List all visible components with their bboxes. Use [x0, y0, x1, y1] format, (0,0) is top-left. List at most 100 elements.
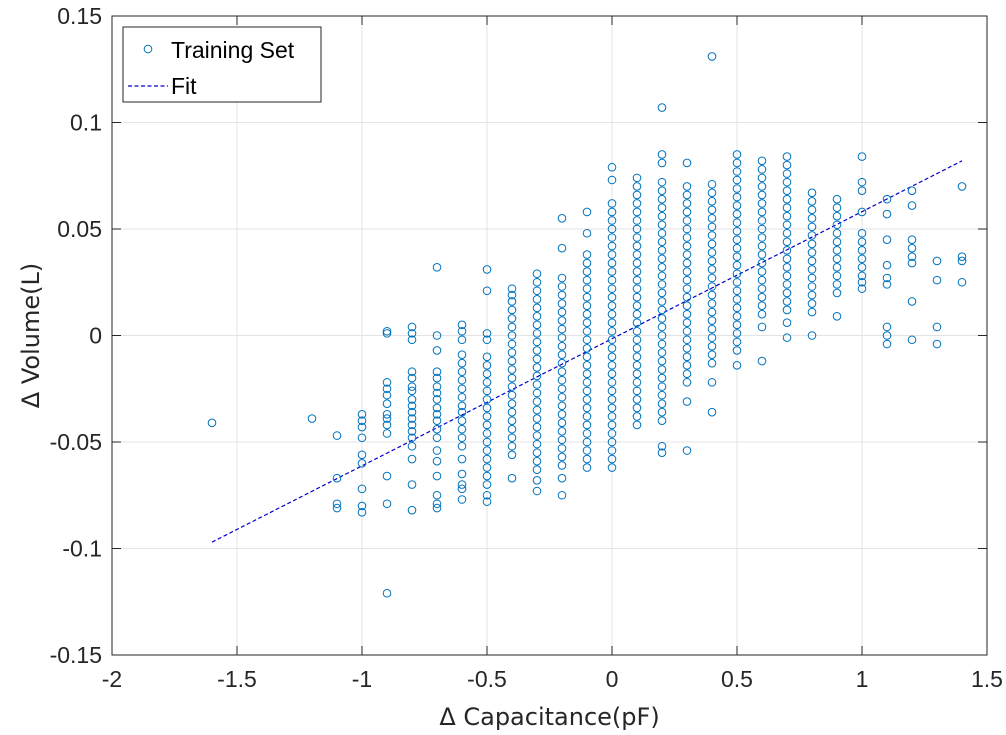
scatter-point — [557, 316, 567, 325]
scatter-point — [632, 190, 642, 200]
scatter-point — [582, 250, 592, 259]
y-tick-label: 0.05 — [57, 216, 102, 242]
scatter-point — [507, 473, 517, 483]
scatter-point — [582, 207, 592, 217]
scatter-point — [757, 173, 767, 183]
scatter-point — [707, 205, 717, 215]
scatter-point — [482, 490, 492, 500]
scatter-point — [807, 239, 817, 249]
scatter-point — [607, 429, 617, 438]
scatter-point — [657, 211, 667, 221]
scatter-point — [757, 216, 767, 225]
scatter-point — [557, 214, 567, 223]
scatter-point — [432, 388, 442, 398]
x-tick-label: 0 — [606, 666, 619, 692]
scatter-point — [782, 194, 792, 204]
scatter-point — [657, 220, 667, 230]
scatter-point — [482, 412, 492, 421]
scatter-point — [507, 339, 517, 349]
scatter-point — [582, 403, 592, 413]
scatter-point — [507, 331, 517, 340]
scatter-point — [707, 282, 717, 291]
scatter-point — [707, 265, 717, 274]
scatter-point — [532, 465, 542, 474]
scatter-point — [607, 258, 617, 268]
scatter-point — [582, 412, 592, 421]
scatter-point — [732, 167, 742, 176]
scatter-point — [432, 403, 442, 413]
scatter-point — [757, 292, 767, 302]
scatter-point — [807, 282, 817, 291]
scatter-point — [457, 407, 467, 417]
scatter-point — [757, 250, 767, 259]
scatter-point — [407, 329, 417, 338]
scatter-point — [607, 412, 617, 421]
scatter-point — [407, 322, 417, 332]
scatter-point — [482, 437, 492, 447]
scatter-point — [382, 384, 392, 394]
scatter-point — [482, 335, 492, 345]
scatter-point — [657, 254, 667, 264]
scatter-point — [582, 454, 592, 464]
scatter-point — [582, 228, 592, 238]
scatter-point — [707, 231, 717, 240]
scatter-point — [857, 277, 867, 287]
scatter-point — [607, 369, 617, 379]
scatter-point — [907, 243, 917, 253]
scatter-point — [532, 337, 542, 347]
scatter-point — [582, 292, 592, 302]
scatter-point — [557, 384, 567, 394]
scatter-point — [432, 367, 442, 377]
scatter-point — [482, 369, 492, 379]
scatter-point — [632, 395, 642, 404]
scatter-point — [582, 318, 592, 328]
scatter-point — [532, 320, 542, 330]
scatter-point — [882, 260, 892, 270]
scatter-point — [507, 348, 517, 357]
scatter-point — [357, 484, 367, 494]
scatter-point — [657, 356, 667, 366]
scatter-point — [782, 297, 792, 306]
scatter-point — [682, 369, 692, 379]
scatter-point — [432, 471, 442, 481]
scatter-point — [582, 301, 592, 310]
scatter-point — [657, 103, 667, 112]
scatter-point — [457, 484, 467, 494]
scatter-point — [807, 222, 817, 232]
scatter-point — [632, 361, 642, 370]
scatter-point — [882, 194, 892, 204]
scatter-point — [657, 246, 667, 255]
scatter-point — [507, 297, 517, 306]
scatter-point — [582, 326, 592, 336]
scatter-point — [582, 378, 592, 387]
scatter-point — [732, 260, 742, 270]
scatter-point — [857, 284, 867, 293]
scatter-point — [732, 252, 742, 261]
scatter-point — [507, 365, 517, 374]
scatter-point — [557, 367, 567, 377]
scatter-point — [682, 158, 692, 168]
scatter-point — [832, 203, 842, 212]
scatter-point — [632, 420, 642, 430]
scatter-point — [657, 407, 667, 417]
scatter-point — [432, 373, 442, 383]
scatter-point — [757, 190, 767, 200]
scatter-point — [532, 486, 542, 496]
scatter-point — [407, 441, 417, 451]
scatter-point — [682, 361, 692, 370]
x-tick-label: -0.5 — [467, 666, 507, 692]
scatter-point — [557, 273, 567, 283]
scatter-point — [532, 277, 542, 287]
scatter-point — [632, 182, 642, 191]
scatter-point — [707, 197, 717, 206]
scatter-point — [757, 301, 767, 310]
scatter-point — [882, 273, 892, 283]
scatter-point — [407, 386, 417, 396]
scatter-point — [632, 386, 642, 396]
scatter-point — [632, 216, 642, 225]
scatter-point — [757, 322, 767, 332]
scatter-point — [757, 275, 767, 285]
scatter-point — [557, 435, 567, 445]
scatter-point — [457, 335, 467, 345]
